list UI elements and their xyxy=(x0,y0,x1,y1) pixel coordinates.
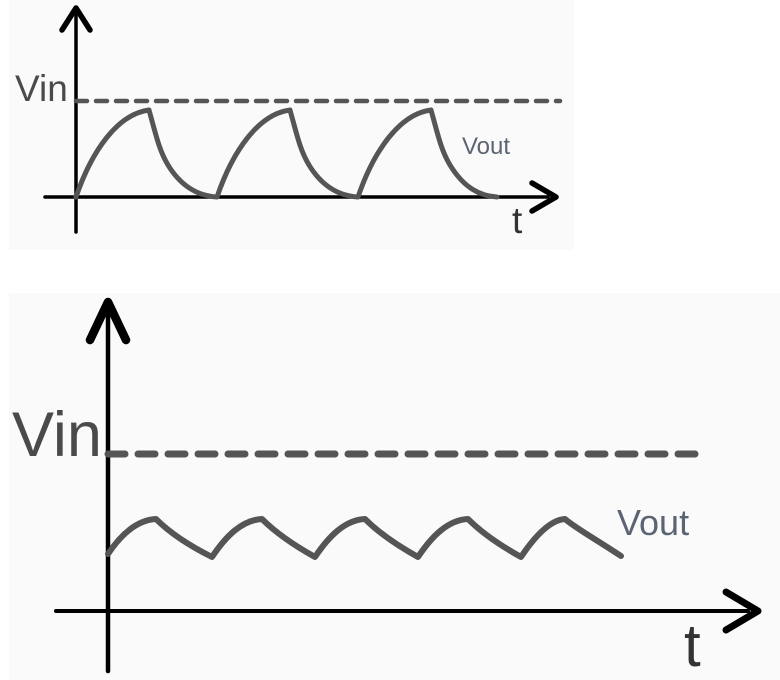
svg-text:Vout: Vout xyxy=(462,133,510,160)
svg-text:Vin: Vin xyxy=(12,400,102,470)
svg-text:t: t xyxy=(684,612,701,679)
svg-text:t: t xyxy=(512,200,523,241)
svg-text:Vin: Vin xyxy=(15,68,68,109)
svg-text:Vout: Vout xyxy=(617,502,689,543)
